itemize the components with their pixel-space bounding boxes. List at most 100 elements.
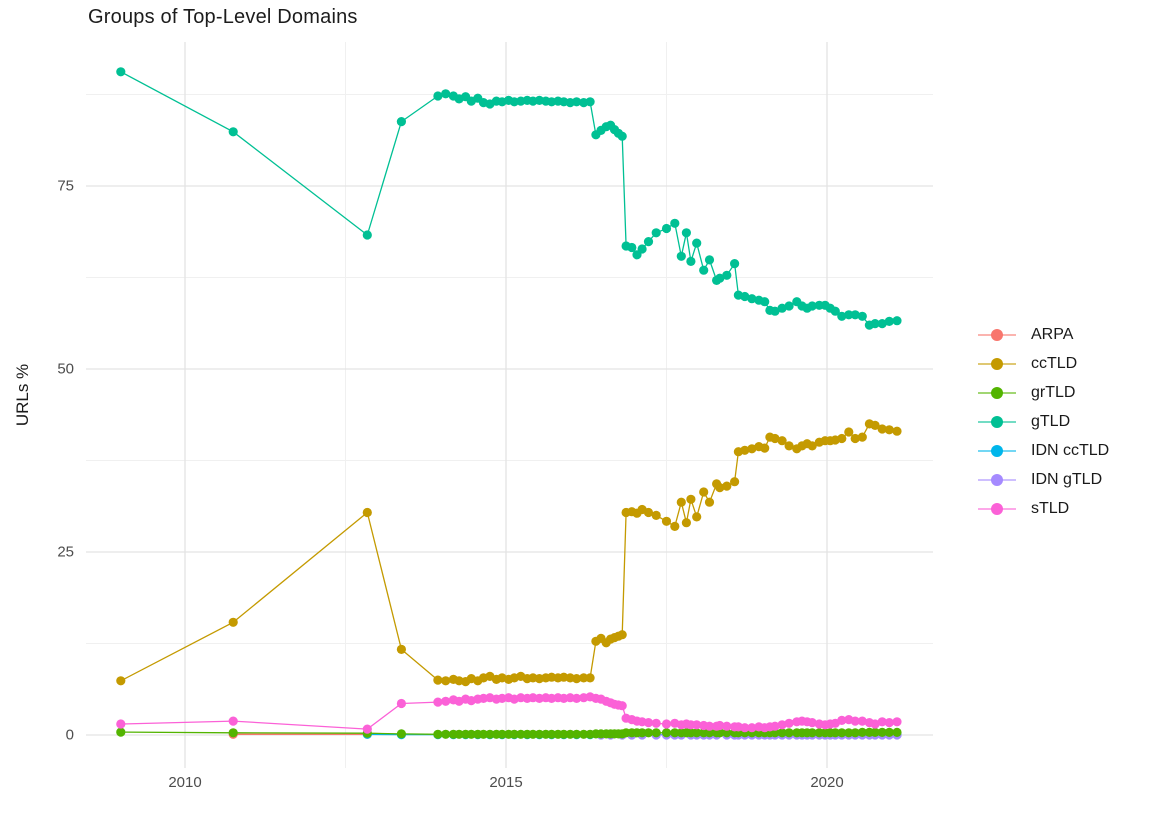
data-point <box>870 420 880 430</box>
data-point <box>747 444 757 454</box>
data-point <box>116 67 126 77</box>
data-point <box>637 728 647 738</box>
data-point <box>715 720 725 731</box>
data-point <box>528 729 538 739</box>
data-point <box>877 727 887 738</box>
data-point <box>547 729 557 739</box>
data-point <box>837 715 847 726</box>
legend: ARPA ccTLD grTLD gTLD IDN ccTLD IDN gTLD sTLD <box>978 320 1109 523</box>
legend-item-gtld: gTLD <box>978 407 1109 436</box>
data-point <box>670 218 680 228</box>
data-point <box>807 718 817 728</box>
data-point <box>892 316 902 326</box>
data-point <box>784 718 794 728</box>
legend-item-grtld: grTLD <box>978 378 1109 407</box>
data-point <box>534 729 545 739</box>
y-tick-label: 0 <box>65 726 74 744</box>
data-point <box>572 729 582 739</box>
data-point <box>681 228 692 238</box>
data-point <box>807 441 817 451</box>
data-point <box>433 697 443 707</box>
data-point <box>670 521 680 532</box>
data-point <box>770 721 780 731</box>
data-point <box>760 443 770 453</box>
data-point <box>850 716 860 726</box>
data-point <box>784 441 794 451</box>
data-point <box>651 728 661 738</box>
legend-key-dot-icon <box>991 328 1003 341</box>
series-arpa <box>228 729 372 739</box>
legend-key <box>978 415 1016 429</box>
data-point <box>777 436 787 446</box>
legend-item-arpa: ARPA <box>978 320 1109 349</box>
data-point <box>884 727 894 738</box>
series-line <box>120 71 898 326</box>
data-point <box>396 117 406 127</box>
data-point <box>760 297 770 307</box>
data-point <box>699 265 709 275</box>
data-point <box>433 675 443 685</box>
data-point <box>870 319 880 329</box>
data-point <box>643 507 654 518</box>
data-point <box>747 723 757 733</box>
data-point <box>651 718 661 728</box>
data-point <box>850 310 860 320</box>
data-point <box>497 729 507 739</box>
data-point <box>441 89 451 99</box>
data-point <box>661 719 672 729</box>
data-point <box>651 228 661 238</box>
x-tick-label: 2020 <box>810 774 844 791</box>
data-point <box>516 729 526 739</box>
data-point <box>396 644 406 655</box>
data-point <box>784 301 794 311</box>
legend-key-dot-icon <box>991 386 1003 399</box>
data-point <box>362 230 372 240</box>
data-point <box>857 432 867 442</box>
legend-key <box>978 502 1016 516</box>
data-point <box>844 728 854 738</box>
data-point <box>116 719 126 729</box>
data-point <box>715 483 725 493</box>
data-point <box>585 97 595 107</box>
data-point <box>643 718 654 728</box>
data-point <box>704 497 715 507</box>
data-point <box>777 303 787 313</box>
data-point <box>433 729 443 739</box>
legend-label: IDN gTLD <box>1031 470 1103 488</box>
data-point <box>722 728 732 738</box>
data-point <box>651 510 661 520</box>
data-point <box>837 311 847 321</box>
data-point <box>565 729 575 739</box>
data-point <box>722 721 732 731</box>
data-point <box>722 270 732 280</box>
data-point <box>770 306 780 316</box>
data-point <box>676 497 686 507</box>
data-point <box>670 728 680 738</box>
data-point <box>692 512 702 522</box>
data-point <box>627 242 637 253</box>
data-point <box>396 698 406 709</box>
data-point <box>884 425 894 435</box>
data-point <box>643 728 654 738</box>
data-point <box>617 131 627 141</box>
data-point <box>572 674 582 684</box>
data-point <box>692 728 702 738</box>
data-point <box>892 727 902 738</box>
data-point <box>579 729 589 739</box>
data-point <box>884 316 894 326</box>
legend-item-stld: sTLD <box>978 494 1109 523</box>
x-tick-label: 2015 <box>489 774 523 791</box>
data-point <box>892 717 902 727</box>
legend-item-idn-gtld: IDN gTLD <box>978 465 1109 494</box>
series-gtld <box>116 67 902 330</box>
series-line <box>120 423 898 683</box>
data-point <box>777 720 787 730</box>
data-point <box>433 91 443 101</box>
legend-label: grTLD <box>1031 383 1076 401</box>
data-point <box>747 294 757 304</box>
data-point <box>579 673 589 683</box>
series-grtld <box>116 727 902 739</box>
legend-key <box>978 386 1016 400</box>
